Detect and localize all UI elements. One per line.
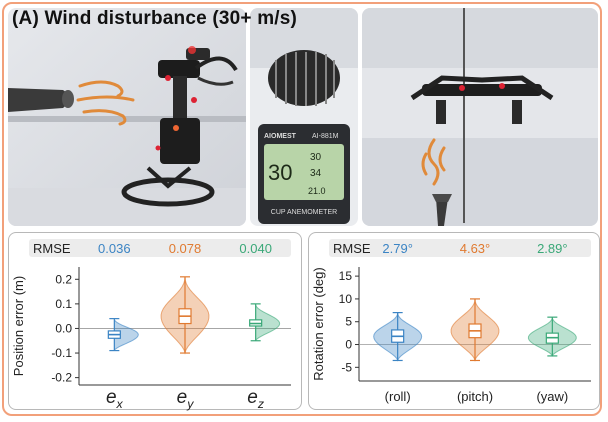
y-tick-label: 0.0 bbox=[55, 321, 72, 335]
violin bbox=[450, 298, 500, 362]
drone-hovering bbox=[410, 75, 554, 124]
category-label: (roll) bbox=[385, 389, 411, 404]
anemometer-label: CUP ANEMOMETER bbox=[271, 209, 337, 216]
photo-drone-wind bbox=[8, 8, 246, 226]
photo-drone-hover bbox=[362, 8, 598, 226]
y-tick-label: -5 bbox=[341, 360, 352, 374]
rmse-background bbox=[29, 239, 291, 257]
category-label: ex bbox=[106, 387, 124, 411]
rmse-value: 4.63° bbox=[460, 241, 491, 256]
panel-rotation-error: RMSE 2.79° 4.63° 2.89° -5 0 5 10 15 Rotation erro… bbox=[308, 232, 600, 410]
panel-position-error: RMSE 0.036 0.078 0.040 -0.2 -0.1 0.0 0.1 0.2 Posi… bbox=[8, 232, 302, 411]
y-axis-label: Position error (m) bbox=[11, 276, 26, 376]
anemometer-brand: AIOMEST bbox=[264, 133, 297, 140]
category-label: (pitch) bbox=[457, 389, 493, 404]
rmse-value: 0.040 bbox=[239, 241, 272, 256]
y-tick-label: 10 bbox=[339, 292, 353, 306]
anemometer-reading-2: 34 bbox=[310, 168, 322, 179]
rmse-value: 2.79° bbox=[382, 241, 413, 256]
figure-title: (A) Wind disturbance (30+ m/s) bbox=[12, 8, 298, 29]
anemometer-model: AI-881M bbox=[312, 133, 339, 140]
violin bbox=[160, 276, 210, 355]
y-tick-label: -0.2 bbox=[51, 371, 72, 385]
violin-body bbox=[113, 319, 139, 351]
photo-anemometer: AIOMEST AI-881M 30 30 34 21.0 CUP ANEMOM… bbox=[250, 8, 358, 226]
violin bbox=[527, 316, 577, 357]
rmse-value: 0.036 bbox=[98, 241, 131, 256]
rmse-label: RMSE bbox=[333, 241, 371, 256]
position-error-chart: RMSE 0.036 0.078 0.040 -0.2 -0.1 0.0 0.1 0.2 Posi… bbox=[11, 239, 291, 411]
y-tick-label: 0.2 bbox=[55, 272, 72, 286]
category-label: ey bbox=[177, 387, 195, 411]
rmse-background bbox=[329, 239, 591, 257]
wind-icon bbox=[421, 138, 446, 186]
rmse-value: 2.89° bbox=[537, 241, 568, 256]
y-tick-label: 15 bbox=[339, 269, 353, 283]
rmse-label: RMSE bbox=[33, 241, 71, 256]
anemometer-reading-1: 30 bbox=[310, 152, 322, 163]
wind-icon bbox=[76, 80, 135, 126]
violin-body bbox=[255, 305, 281, 342]
violin bbox=[249, 303, 281, 342]
category-label: ez bbox=[247, 387, 264, 411]
violin bbox=[373, 311, 423, 362]
drone-robot bbox=[121, 46, 238, 207]
y-axis-label: Rotation error (deg) bbox=[311, 267, 326, 380]
anemometer-big-reading: 30 bbox=[268, 160, 292, 185]
y-tick-label: -0.1 bbox=[51, 346, 72, 360]
violin bbox=[107, 318, 139, 352]
y-tick-label: 5 bbox=[345, 315, 352, 329]
y-tick-label: 0.1 bbox=[55, 297, 72, 311]
y-tick-label: 0 bbox=[345, 338, 352, 352]
category-label: (yaw) bbox=[536, 389, 568, 404]
anemometer-reading-3: 21.0 bbox=[308, 186, 326, 196]
rmse-value: 0.078 bbox=[169, 241, 202, 256]
rotation-error-chart: RMSE 2.79° 4.63° 2.89° -5 0 5 10 15 Rotation erro… bbox=[311, 239, 591, 404]
